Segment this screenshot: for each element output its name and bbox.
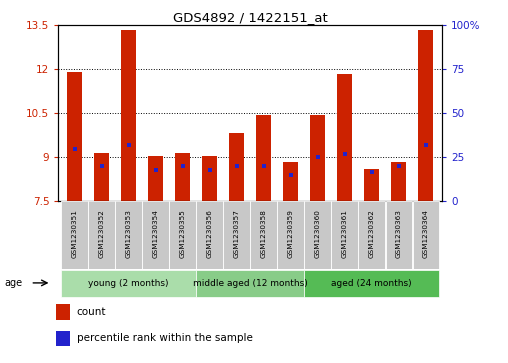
- Bar: [332, 201, 358, 269]
- Text: GSM1230363: GSM1230363: [396, 209, 402, 258]
- Point: [422, 142, 430, 148]
- Point: [368, 169, 376, 175]
- Bar: [56, 331, 71, 346]
- Bar: [170, 201, 196, 269]
- Bar: [61, 270, 196, 297]
- Bar: [175, 153, 190, 201]
- Bar: [391, 162, 406, 201]
- Text: GSM1230356: GSM1230356: [207, 209, 213, 258]
- Point: [151, 167, 160, 173]
- Bar: [142, 201, 169, 269]
- Bar: [121, 30, 136, 201]
- Title: GDS4892 / 1422151_at: GDS4892 / 1422151_at: [173, 11, 328, 24]
- Text: percentile rank within the sample: percentile rank within the sample: [77, 333, 252, 343]
- Text: GSM1230362: GSM1230362: [369, 209, 375, 258]
- Point: [233, 163, 241, 169]
- Text: aged (24 months): aged (24 months): [331, 279, 412, 288]
- Bar: [197, 270, 304, 297]
- Bar: [250, 201, 277, 269]
- Point: [98, 163, 106, 169]
- Bar: [364, 169, 379, 201]
- Text: GSM1230358: GSM1230358: [261, 209, 267, 258]
- Bar: [56, 304, 71, 319]
- Text: GSM1230353: GSM1230353: [125, 209, 132, 258]
- Point: [260, 163, 268, 169]
- Bar: [224, 201, 250, 269]
- Bar: [304, 201, 331, 269]
- Text: GSM1230360: GSM1230360: [315, 209, 321, 258]
- Text: GSM1230351: GSM1230351: [72, 209, 78, 258]
- Bar: [359, 201, 385, 269]
- Point: [341, 151, 349, 157]
- Bar: [94, 153, 109, 201]
- Bar: [256, 115, 271, 201]
- Text: GSM1230359: GSM1230359: [288, 209, 294, 258]
- Text: GSM1230355: GSM1230355: [180, 209, 185, 258]
- Bar: [310, 115, 325, 201]
- Bar: [229, 132, 244, 201]
- Point: [206, 167, 214, 173]
- Bar: [386, 201, 412, 269]
- Text: GSM1230364: GSM1230364: [423, 209, 429, 258]
- Text: GSM1230357: GSM1230357: [234, 209, 240, 258]
- Bar: [418, 30, 433, 201]
- Point: [395, 163, 403, 169]
- Text: age: age: [5, 278, 23, 288]
- Text: GSM1230352: GSM1230352: [99, 209, 105, 258]
- Text: GSM1230354: GSM1230354: [153, 209, 158, 258]
- Bar: [148, 156, 163, 201]
- Bar: [304, 270, 439, 297]
- Text: GSM1230361: GSM1230361: [342, 209, 347, 258]
- Text: middle aged (12 months): middle aged (12 months): [193, 279, 307, 288]
- Text: count: count: [77, 307, 106, 317]
- Bar: [115, 201, 142, 269]
- Bar: [337, 74, 352, 201]
- Bar: [283, 162, 298, 201]
- Point: [71, 146, 79, 152]
- Bar: [277, 201, 304, 269]
- Bar: [412, 201, 439, 269]
- Point: [124, 142, 133, 148]
- Text: young (2 months): young (2 months): [88, 279, 169, 288]
- Bar: [197, 201, 223, 269]
- Bar: [88, 201, 115, 269]
- Bar: [61, 201, 88, 269]
- Bar: [67, 72, 82, 201]
- Point: [313, 155, 322, 160]
- Point: [287, 172, 295, 178]
- Bar: [202, 156, 217, 201]
- Point: [179, 163, 187, 169]
